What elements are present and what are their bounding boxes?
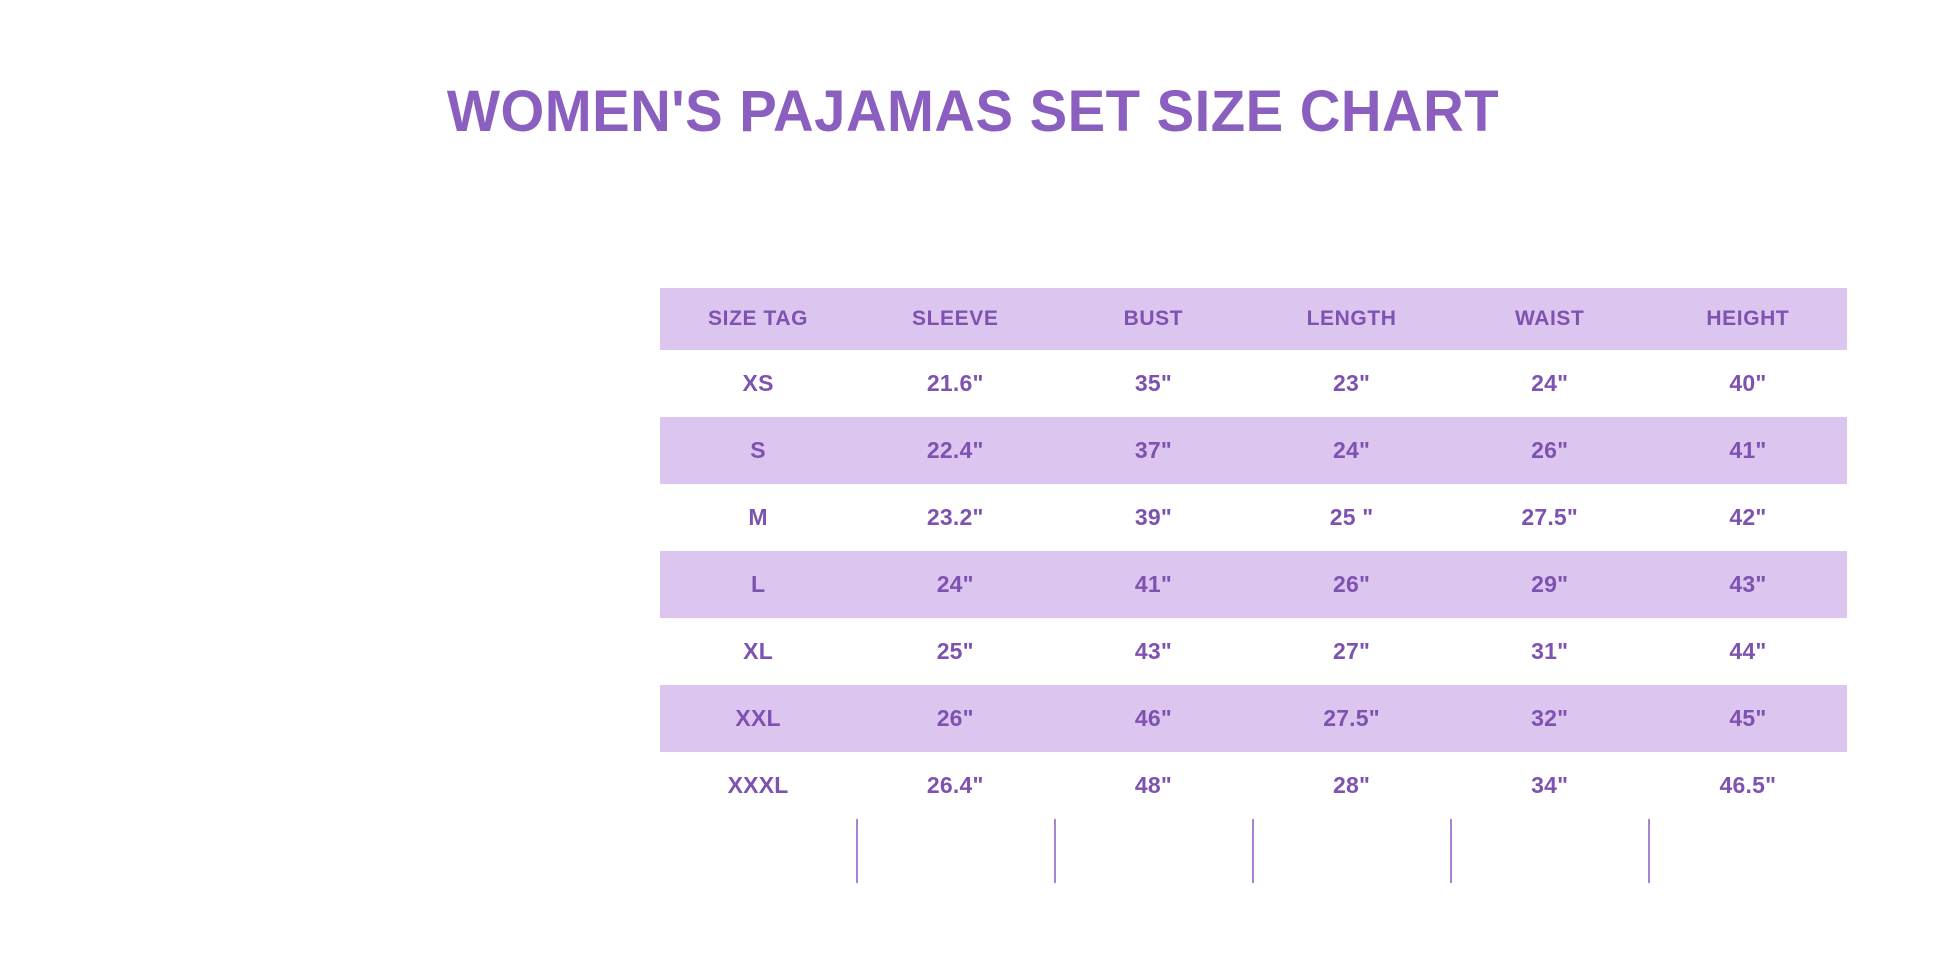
cell-bust: 37" [1054,417,1253,484]
cell-height: 40" [1648,350,1847,417]
cell-length: 27.5" [1252,685,1451,752]
cell-sleeve: 24" [856,551,1055,618]
cell-height: 43" [1648,551,1847,618]
table-row: XL 25" 43" 27" 31" 44" [660,618,1847,685]
cell-size-tag: XXXL [660,752,857,819]
cell-waist: 24" [1450,350,1649,417]
cell-size-tag: XL [660,618,857,685]
cell-waist: 26" [1450,417,1649,484]
cell-length: 26" [1252,551,1451,618]
size-chart-table: SIZE TAG SLEEVE BUST LENGTH WAIST HEIGHT… [660,288,1847,819]
cell-size-tag: M [660,484,857,551]
table-row: XXL 26" 46" 27.5" 32" 45" [660,685,1847,752]
cell-bust: 35" [1054,350,1253,417]
table-row: XXXL 26.4" 48" 28" 34" 46.5" [660,752,1847,819]
cell-sleeve: 25" [856,618,1055,685]
table-header: SIZE TAG SLEEVE BUST LENGTH WAIST HEIGHT [660,288,1847,350]
cell-sleeve: 21.6" [856,350,1055,417]
cell-sleeve: 26" [856,685,1055,752]
table-row: S 22.4" 37" 24" 26" 41" [660,417,1847,484]
table-body: XS 21.6" 35" 23" 24" 40" S 22.4" 37" 24"… [660,350,1847,819]
cell-sleeve: 23.2" [856,484,1055,551]
size-chart-table-wrapper: SIZE TAG SLEEVE BUST LENGTH WAIST HEIGHT… [660,288,1847,819]
cell-size-tag: S [660,417,857,484]
cell-bust: 41" [1054,551,1253,618]
cell-height: 46.5" [1648,752,1847,819]
cell-length: 27" [1252,618,1451,685]
table-header-row: SIZE TAG SLEEVE BUST LENGTH WAIST HEIGHT [660,288,1847,350]
cell-height: 42" [1648,484,1847,551]
cell-bust: 48" [1054,752,1253,819]
cell-sleeve: 26.4" [856,752,1055,819]
column-header-height: HEIGHT [1648,288,1847,350]
cell-bust: 46" [1054,685,1253,752]
column-header-sleeve: SLEEVE [856,288,1055,350]
cell-size-tag: XS [660,350,857,417]
cell-sleeve: 22.4" [856,417,1055,484]
cell-waist: 31" [1450,618,1649,685]
page-title: WOMEN'S PAJAMAS SET SIZE CHART [446,79,1500,144]
cell-waist: 32" [1450,685,1649,752]
cell-length: 24" [1252,417,1451,484]
cell-waist: 27.5" [1450,484,1649,551]
cell-waist: 34" [1450,752,1649,819]
cell-length: 23" [1252,350,1451,417]
cell-bust: 39" [1054,484,1253,551]
cell-size-tag: XXL [660,685,857,752]
cell-waist: 29" [1450,551,1649,618]
column-header-size-tag: SIZE TAG [660,288,857,350]
table-row: L 24" 41" 26" 29" 43" [660,551,1847,618]
table-row: XS 21.6" 35" 23" 24" 40" [660,350,1847,417]
cell-length: 25 " [1252,484,1451,551]
table-row: M 23.2" 39" 25 " 27.5" 42" [660,484,1847,551]
cell-height: 45" [1648,685,1847,752]
column-header-bust: BUST [1054,288,1253,350]
column-header-length: LENGTH [1252,288,1451,350]
cell-length: 28" [1252,752,1451,819]
cell-bust: 43" [1054,618,1253,685]
cell-size-tag: L [660,551,857,618]
column-header-waist: WAIST [1450,288,1649,350]
cell-height: 41" [1648,417,1847,484]
cell-height: 44" [1648,618,1847,685]
